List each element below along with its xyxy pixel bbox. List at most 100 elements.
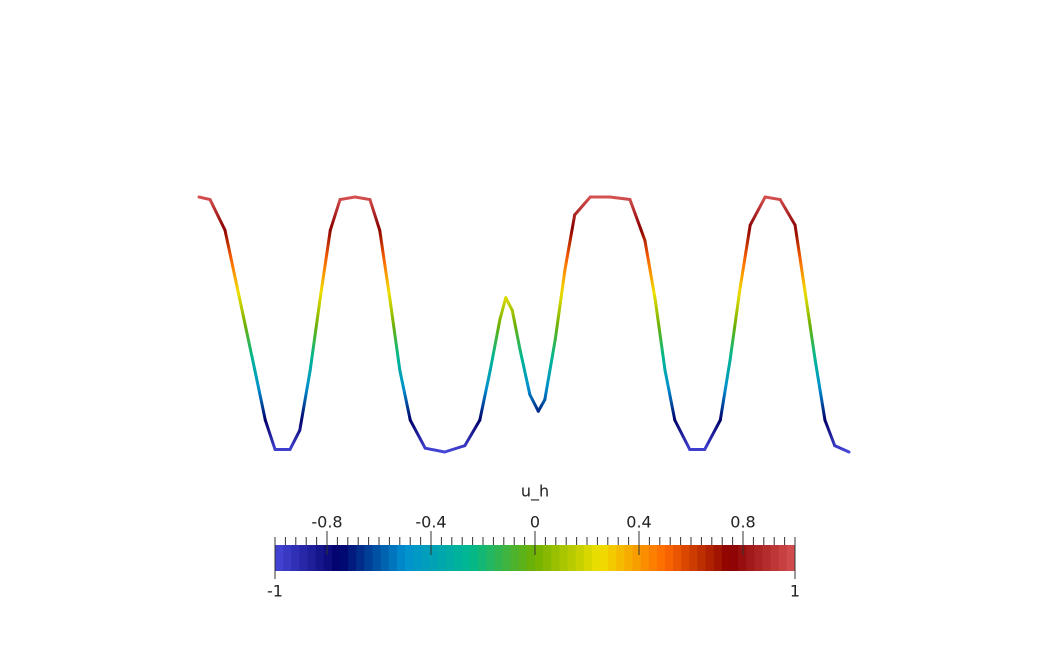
colorbar-band (502, 545, 512, 571)
curve-segment (573, 195, 592, 217)
curve-segment (443, 444, 467, 454)
curve-segment (528, 393, 540, 413)
colorbar-band (421, 545, 430, 571)
colorbar-band (470, 545, 479, 571)
curve-segment (463, 418, 482, 448)
colorbar-band (413, 545, 422, 571)
curve-segment (543, 338, 557, 402)
curve-segment (643, 238, 657, 302)
colorbar-band (730, 545, 739, 571)
curve-segment (388, 298, 402, 372)
colorbar-band (535, 545, 544, 571)
curve-segment (398, 368, 412, 422)
colorbar-band (632, 545, 642, 571)
curve-segment (536, 398, 547, 413)
curve-segment (803, 288, 817, 362)
curve-segment (663, 368, 677, 422)
curve-segment (653, 298, 667, 372)
colorbar-band (323, 545, 333, 571)
colorbar-band (591, 545, 601, 571)
curve-segment (608, 195, 632, 202)
curve-segment (833, 444, 851, 454)
colorbar-band (551, 545, 560, 571)
colorbar-band (364, 545, 373, 571)
curve-segment (703, 418, 722, 451)
colorbar-band (567, 545, 577, 571)
curve-segment (423, 446, 447, 454)
colorbar-band (543, 545, 552, 571)
curve-segment (378, 228, 392, 302)
colorbar-band (396, 545, 406, 571)
colorbar-band (299, 545, 308, 571)
curve-segment (504, 296, 514, 312)
colorbar-band (778, 545, 788, 571)
colorbar-band (689, 545, 698, 571)
curve-segment (488, 317, 502, 372)
colorbar-band (283, 545, 292, 571)
colorbar-end-label: 1 (790, 582, 800, 601)
colorbar-band (331, 545, 341, 571)
curve-segment (298, 368, 312, 432)
curve-segment (478, 368, 492, 422)
colorbar-band (356, 545, 365, 571)
colorbar-band (713, 545, 723, 571)
curve-segment (628, 198, 647, 242)
colorbar-band (665, 545, 674, 571)
curve-segment (763, 195, 782, 202)
colorbar-band (453, 545, 463, 571)
curve-segment (223, 228, 242, 302)
colorbar-band (754, 545, 763, 571)
curve-segment (318, 228, 332, 302)
colorbar-band (437, 545, 447, 571)
colorbar-band (600, 545, 609, 571)
curve-segment (728, 288, 742, 362)
curve-segment (338, 195, 357, 202)
colorbar-band (697, 545, 707, 571)
curve-segment (748, 195, 767, 227)
colorbar-band (340, 545, 349, 571)
colorbar-tick-label: -0.4 (415, 513, 446, 532)
curve-segment (718, 358, 732, 422)
colorbar-band (738, 545, 747, 571)
colorbar-band (275, 545, 284, 571)
colorbar-band (583, 545, 593, 571)
colorbar-band (656, 545, 666, 571)
colorbar-tick-label: 0 (530, 513, 540, 532)
colorbar-band (372, 545, 382, 571)
colorbar-band (721, 545, 731, 571)
curve-segment (353, 195, 372, 202)
colorbar-end-label: -1 (267, 582, 283, 601)
colorbar-band (388, 545, 398, 571)
colorbar-band (380, 545, 390, 571)
curve-segment (328, 198, 342, 232)
colorbar-band (640, 545, 650, 571)
colorbar-band (770, 545, 780, 571)
colorbar-band (315, 545, 325, 571)
colorbar-band (624, 545, 633, 571)
curve-segment (793, 223, 807, 292)
colorbar-band (461, 545, 471, 571)
curve-segment (563, 213, 577, 272)
curve-segment (253, 368, 267, 422)
curve-segment (673, 418, 692, 451)
curve-segment (498, 296, 508, 321)
curve-segment (823, 418, 837, 448)
colorbar-band (510, 545, 520, 571)
curve-segment (408, 418, 427, 450)
curve-segment (518, 348, 532, 397)
colorbar-band (486, 545, 495, 571)
colorbar-band (681, 545, 690, 571)
curve-segment (197, 195, 212, 202)
colorbar-band (307, 545, 317, 571)
curve-segment (510, 308, 522, 352)
colorbar-band (445, 545, 455, 571)
curve-segment (208, 198, 227, 232)
curve-segment (308, 298, 322, 372)
colorbar-band (786, 545, 796, 571)
curve-segment (263, 418, 277, 451)
colorbar-tick-label: 0.8 (730, 513, 755, 532)
colorbar-band (673, 545, 682, 571)
colorbar-band (705, 545, 715, 571)
colorbar-title: u_h (521, 482, 549, 502)
